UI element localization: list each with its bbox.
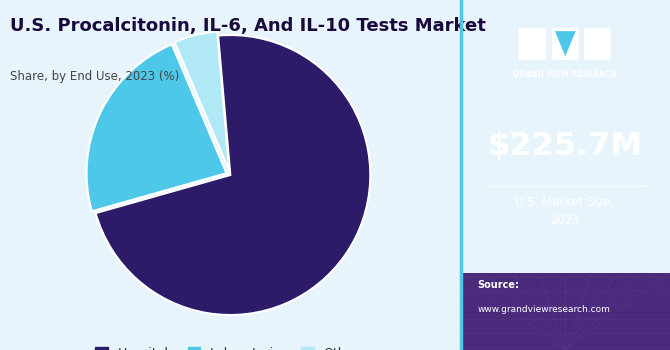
Text: $225.7M: $225.7M	[488, 132, 643, 162]
Wedge shape	[86, 44, 226, 211]
FancyBboxPatch shape	[551, 28, 579, 60]
Text: U.S. Market Size,
2023: U.S. Market Size, 2023	[515, 196, 615, 227]
Legend: Hospitals, Laboratories, Others: Hospitals, Laboratories, Others	[90, 342, 371, 350]
Wedge shape	[96, 35, 371, 315]
Text: U.S. Procalcitonin, IL-6, And IL-10 Tests Market: U.S. Procalcitonin, IL-6, And IL-10 Test…	[10, 18, 486, 35]
Polygon shape	[555, 31, 576, 56]
FancyBboxPatch shape	[584, 28, 611, 60]
Text: Share, by End Use, 2023 (%): Share, by End Use, 2023 (%)	[10, 70, 180, 83]
Text: GRAND VIEW RESEARCH: GRAND VIEW RESEARCH	[513, 70, 617, 79]
Text: www.grandviewresearch.com: www.grandviewresearch.com	[477, 304, 610, 314]
Wedge shape	[175, 32, 229, 171]
FancyBboxPatch shape	[461, 273, 670, 350]
FancyBboxPatch shape	[519, 28, 547, 60]
Text: Source:: Source:	[477, 280, 519, 290]
